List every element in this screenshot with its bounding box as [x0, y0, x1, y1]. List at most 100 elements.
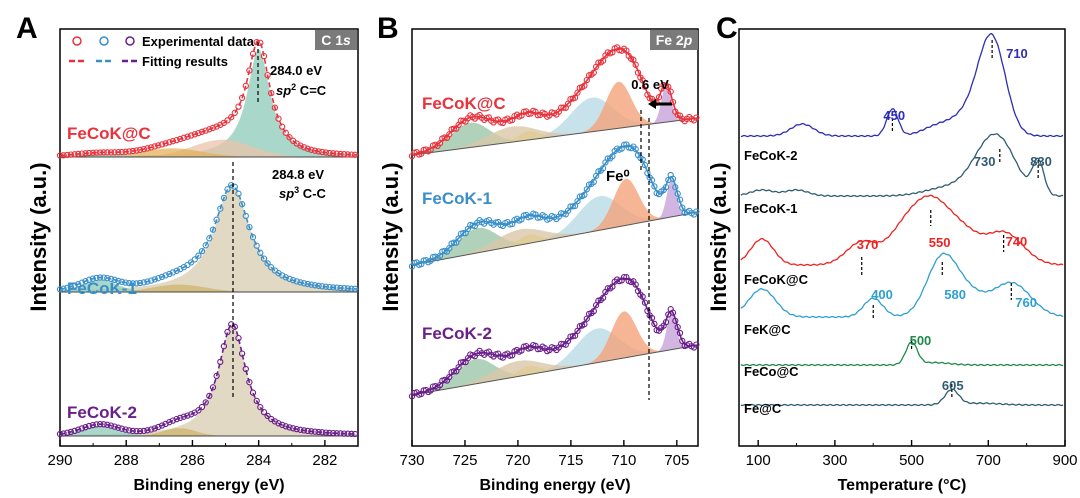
- a-data-marker: [209, 226, 217, 233]
- a-data-marker: [169, 138, 177, 145]
- a-data-marker: [282, 274, 289, 281]
- panel-a: A 290 288 286 284 282 Intensity (a.u.) Bindi…: [16, 12, 359, 494]
- b-data-marker: [648, 177, 656, 184]
- a-data-marker: [71, 427, 78, 435]
- a-data-marker: [64, 151, 71, 159]
- a-xtick-label: 290: [47, 452, 72, 469]
- panel-c: C 100 300 500 700 900 450 710 FeCoK-2 730 830 FeC…: [706, 12, 1078, 494]
- a-data-marker: [107, 422, 115, 429]
- a-data-marker: [206, 126, 213, 133]
- a-data-marker: [198, 128, 206, 135]
- c-xtick-label: 100: [746, 452, 771, 469]
- b-data-marker: [599, 57, 607, 64]
- a-component-fill: [60, 148, 358, 157]
- a-data-marker: [260, 408, 268, 416]
- a-data-marker: [107, 149, 115, 156]
- panel-c-frame: [738, 28, 1066, 447]
- panel-a-letter: A: [16, 12, 38, 45]
- a-data-marker: [177, 414, 184, 422]
- panel-b-letter: B: [377, 12, 399, 45]
- a-data-marker: [89, 275, 96, 282]
- a-xtick-label: 288: [114, 452, 139, 469]
- a-data-marker: [238, 94, 246, 102]
- a-data-marker: [257, 404, 264, 411]
- a-data-marker: [333, 284, 340, 291]
- b-data-marker: [620, 141, 628, 148]
- b-data-marker: [450, 239, 458, 246]
- a-xtick-label: 284: [246, 452, 271, 469]
- a-data-marker: [293, 278, 300, 285]
- a-data-marker: [348, 151, 355, 158]
- c-peak-label: 500: [910, 333, 932, 348]
- c-peak-label: 760: [1015, 295, 1037, 310]
- b-data-marker: [693, 208, 700, 215]
- a-data-marker: [264, 412, 271, 420]
- a-data-marker: [75, 281, 82, 288]
- c-peak-label: 580: [944, 287, 966, 302]
- b-background: [411, 344, 699, 396]
- a-data-marker: [300, 144, 308, 151]
- a-data-marker: [289, 277, 297, 284]
- b-data-marker: [446, 131, 453, 138]
- c-series-label: FeCoK-1: [744, 201, 797, 216]
- a-data-marker: [144, 145, 151, 152]
- a-data-marker: [322, 283, 330, 290]
- a-data-marker: [104, 274, 111, 282]
- panel-c-ylabel: Intensity (a.u.): [706, 162, 731, 311]
- b-data-marker: [590, 178, 597, 186]
- panel-b: B 730 725 720 715 710 705 Intensity (a.u.) Bi…: [377, 12, 700, 494]
- b-data-marker: [623, 47, 630, 54]
- a-data-marker: [195, 407, 202, 414]
- a-data-marker: [151, 143, 158, 150]
- b-data-marker: [574, 89, 581, 96]
- a-data-marker: [224, 186, 231, 193]
- b-data-marker: [630, 56, 637, 63]
- a-data-marker: [144, 427, 151, 434]
- a-data-marker: [330, 429, 337, 437]
- b-data-marker: [669, 309, 677, 316]
- b-data-marker: [669, 175, 677, 182]
- a-data-marker: [319, 429, 326, 436]
- b-data-marker: [571, 94, 579, 101]
- b-data-marker: [609, 153, 616, 160]
- a-data-marker: [209, 124, 217, 132]
- b-data-marker: [581, 82, 588, 89]
- a-data-marker: [348, 430, 355, 438]
- a-data-marker: [147, 277, 155, 284]
- a-data-marker: [228, 181, 235, 189]
- a-data-marker: [136, 427, 144, 435]
- a-data-marker: [111, 149, 118, 156]
- a-data-marker: [344, 430, 351, 437]
- a-data-marker: [129, 427, 136, 435]
- c-series-line: [740, 252, 1064, 319]
- a-data-marker: [115, 149, 122, 156]
- c-peak-label: 450: [883, 108, 905, 123]
- a-data-marker: [133, 280, 140, 287]
- a-data-marker: [308, 146, 315, 153]
- c-peak-label: 550: [929, 235, 951, 250]
- a-data-marker: [315, 148, 322, 155]
- b-data-marker: [676, 329, 684, 337]
- panel-b-xlabel: Binding energy (eV): [479, 477, 630, 494]
- a-data-marker: [166, 139, 173, 146]
- panel-b-badge: [650, 30, 698, 50]
- a-data-marker: [195, 129, 202, 137]
- b-data-marker: [651, 320, 658, 328]
- a-component-fill: [60, 153, 358, 157]
- b-data-marker: [674, 323, 681, 331]
- a-data-marker: [140, 427, 147, 435]
- a-data-marker: [111, 423, 118, 430]
- c-series-label: FeK@C: [744, 322, 791, 337]
- c-peak-label: 605: [942, 378, 964, 393]
- a-data-marker: [187, 132, 195, 139]
- a-data-marker: [242, 82, 249, 90]
- b-data-marker: [620, 273, 628, 281]
- a-data-marker: [235, 334, 242, 342]
- a-data-marker: [64, 284, 71, 291]
- a-data-marker: [89, 149, 96, 156]
- b-data-marker: [599, 294, 607, 301]
- b-data-marker: [632, 61, 639, 68]
- a-data-marker: [85, 422, 93, 430]
- a-data-marker: [213, 216, 220, 223]
- a-data-marker: [282, 129, 289, 136]
